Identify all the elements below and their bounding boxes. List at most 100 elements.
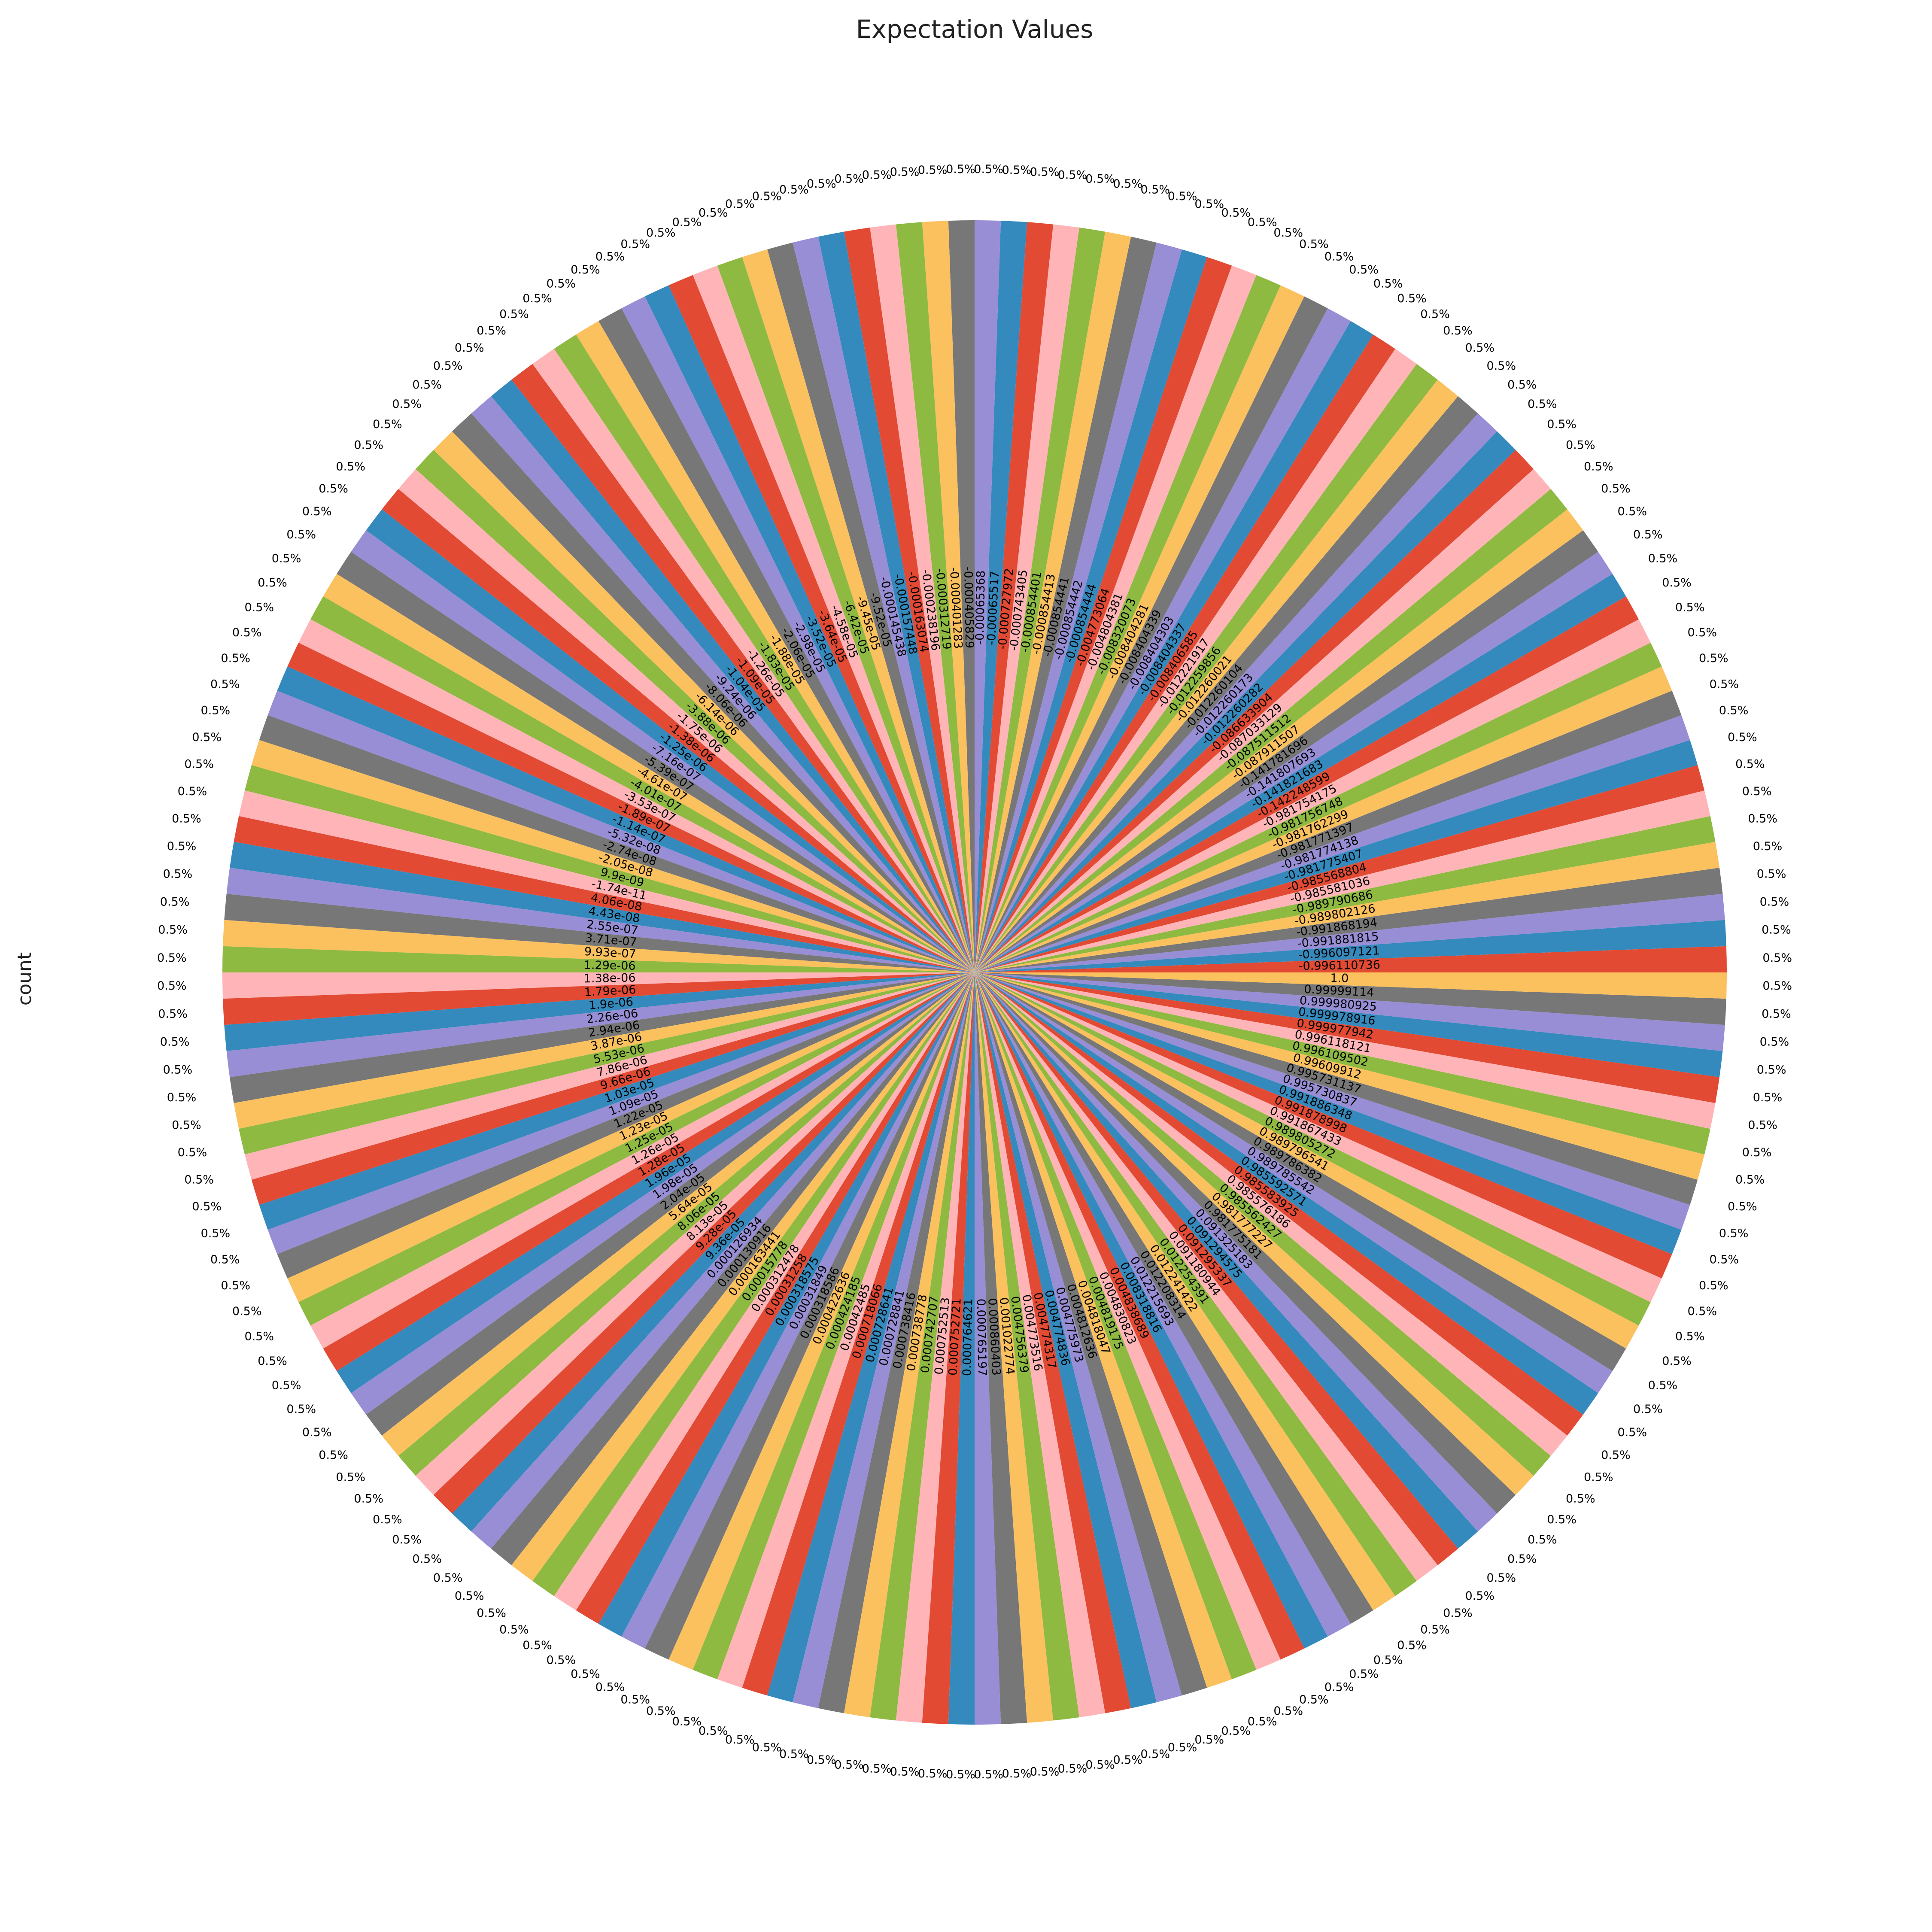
percentage-label: 0.5% — [1633, 1403, 1663, 1416]
percentage-label: 0.5% — [1113, 177, 1142, 191]
pie-slice — [844, 228, 975, 973]
percentage-label: 0.5% — [1085, 173, 1115, 186]
pie-slice — [398, 972, 975, 1476]
pie-slice — [975, 321, 1373, 972]
percentage-label: 0.5% — [163, 868, 193, 881]
percentage-label: 0.5% — [178, 785, 207, 798]
pie-slice — [975, 972, 1054, 1723]
category-label: 0.000764621 — [960, 1298, 975, 1376]
pie-slice — [975, 396, 1478, 972]
pie-slice — [644, 285, 975, 972]
percentage-label: 0.5% — [1273, 1704, 1303, 1718]
pie-slice — [416, 972, 975, 1495]
category-label: 1.79e-06 — [584, 983, 636, 999]
pie-slice — [975, 972, 1281, 1670]
percentage-label: 0.5% — [201, 1227, 231, 1240]
percentage-label: 0.5% — [157, 979, 187, 993]
pie-slice — [975, 972, 1583, 1436]
pie-slice — [975, 285, 1305, 972]
percentage-label: 0.5% — [272, 552, 301, 565]
pie-slice — [975, 222, 1054, 972]
pie-slice — [975, 972, 1567, 1456]
pie-slice — [767, 243, 975, 972]
pie-slice — [287, 642, 975, 972]
percentage-label: 0.5% — [499, 308, 529, 321]
pie-slice — [471, 396, 975, 972]
percentage-label: 0.5% — [172, 1118, 201, 1132]
pie-slice — [975, 946, 1727, 972]
pie-slice — [491, 380, 975, 972]
percentage-label: 0.5% — [163, 1063, 193, 1076]
percentage-label: 0.5% — [232, 626, 262, 639]
percentage-label: 0.5% — [433, 1571, 463, 1585]
percentage-label: 0.5% — [192, 1200, 222, 1213]
pie-slice — [975, 972, 1719, 1103]
percentage-label: 0.5% — [1662, 1355, 1692, 1368]
percentage-label: 0.5% — [1397, 1639, 1427, 1652]
percentage-label: 0.5% — [1762, 979, 1792, 993]
percentage-label: 0.5% — [779, 1748, 809, 1761]
pie-slice — [818, 972, 975, 1713]
percentage-label: 0.5% — [210, 1253, 240, 1267]
percentage-label: 0.5% — [1757, 1063, 1786, 1076]
pie-slice — [554, 334, 975, 972]
percentage-label: 0.5% — [258, 1355, 287, 1368]
percentage-label: 0.5% — [286, 528, 316, 541]
percentage-label: 0.5% — [752, 190, 782, 203]
pie-slice — [323, 574, 975, 972]
pie-slice — [975, 469, 1551, 972]
pie-slice — [975, 740, 1698, 972]
percentage-label: 0.5% — [1617, 1426, 1647, 1439]
pie-slice — [234, 816, 975, 972]
pie-slice — [576, 321, 975, 972]
pie-slice — [239, 790, 975, 972]
pie-slice — [693, 972, 975, 1680]
category-label: 1.29e-06 — [583, 959, 635, 973]
pie-slice — [337, 552, 975, 972]
pie-slice — [975, 642, 1662, 972]
percentage-label: 0.5% — [1584, 460, 1613, 474]
pie-slice — [975, 972, 1478, 1549]
percentage-label: 0.5% — [699, 1725, 728, 1738]
percentage-label: 0.5% — [1675, 1330, 1705, 1343]
pie-slice — [870, 972, 975, 1721]
category-label: 1.0 — [1330, 972, 1349, 985]
pie-slice — [975, 972, 1438, 1581]
percentage-label: 0.5% — [1273, 226, 1303, 240]
percentage-label: 0.5% — [522, 292, 552, 305]
pie-slice — [975, 690, 1682, 972]
pie-slice — [975, 596, 1639, 972]
pie-slice — [975, 364, 1438, 972]
percentage-label: 0.5% — [1030, 1765, 1060, 1778]
pie-slice — [975, 972, 1723, 1077]
pie-slice — [310, 596, 975, 972]
percentage-label: 0.5% — [918, 1767, 948, 1780]
pie-slice — [793, 972, 975, 1708]
pie-slice — [975, 972, 1725, 1051]
percentage-label: 0.5% — [455, 1589, 484, 1603]
pie-slice — [323, 972, 975, 1371]
percentage-label: 0.5% — [890, 1765, 920, 1778]
percentage-label: 0.5% — [302, 505, 332, 518]
pie-slice — [598, 972, 975, 1637]
pie-slice — [267, 972, 975, 1255]
percentage-label: 0.5% — [1030, 166, 1060, 179]
percentage-label: 0.5% — [244, 601, 274, 614]
pie-slice — [975, 972, 1551, 1476]
pie-slice — [598, 308, 975, 972]
percentage-label: 0.5% — [1113, 1753, 1142, 1767]
percentage-label: 0.5% — [807, 1753, 836, 1767]
pie-slice — [975, 972, 1639, 1349]
percentage-label: 0.5% — [1507, 378, 1537, 392]
pie-slice — [337, 972, 975, 1393]
pie-slice — [975, 413, 1498, 972]
percentage-label: 0.5% — [160, 1036, 190, 1049]
pie-slice — [222, 946, 975, 972]
pie-slice — [245, 972, 975, 1180]
percentage-label: 0.5% — [1420, 308, 1450, 321]
percentage-label: 0.5% — [1465, 1589, 1495, 1603]
pie-slice — [975, 509, 1583, 972]
percentage-label: 0.5% — [834, 1759, 864, 1772]
percentage-label: 0.5% — [1221, 1725, 1251, 1738]
percentage-label: 0.5% — [699, 206, 728, 219]
